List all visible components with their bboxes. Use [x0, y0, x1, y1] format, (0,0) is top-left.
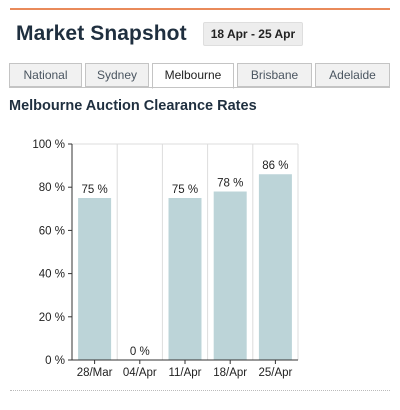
data-labels: 75 % 0 % 75 % 78 % 86 % — [81, 160, 288, 358]
chart-title: Melbourne Auction Clearance Rates — [9, 98, 257, 114]
tab-adelaide[interactable]: Adelaide — [315, 63, 390, 87]
tab-sydney[interactable]: Sydney — [85, 63, 149, 87]
chart-axes — [68, 143, 298, 364]
data-label: 78 % — [217, 178, 243, 190]
x-tick-label: 04/Apr — [123, 367, 157, 379]
bar-28/Mar — [78, 198, 112, 360]
city-tabs: National Sydney Melbourne Brisbane Adela… — [9, 63, 393, 89]
data-label: 75 % — [81, 184, 107, 196]
data-label: 75 % — [172, 184, 198, 196]
bar-18/Apr — [213, 191, 247, 360]
data-label: 86 % — [262, 160, 288, 172]
x-tick-label: 25/Apr — [258, 367, 292, 379]
data-label: 0 % — [130, 346, 150, 358]
x-tick-label: 18/Apr — [213, 367, 247, 379]
bar-25/Apr — [258, 174, 292, 360]
top-accent-rule — [10, 8, 390, 10]
date-range-badge: 18 Apr - 25 Apr — [202, 22, 304, 46]
bottom-rule — [10, 390, 390, 391]
y-tick-label: 20 % — [39, 312, 65, 324]
y-tick-label: 40 % — [39, 269, 65, 281]
bar-11/Apr — [168, 198, 202, 360]
x-tick-label: 28/Mar — [77, 367, 113, 379]
page-title: Market Snapshot — [16, 22, 187, 45]
header: Market Snapshot 18 Apr - 25 Apr — [16, 20, 304, 48]
y-tick-label: 100 % — [32, 139, 65, 151]
tab-brisbane[interactable]: Brisbane — [237, 63, 312, 87]
tab-national[interactable]: National — [9, 63, 82, 87]
tab-bar-rule — [9, 87, 390, 88]
y-tick-label: 0 % — [45, 355, 65, 367]
y-tick-label: 60 % — [39, 225, 65, 237]
chart-gridlines — [72, 143, 299, 360]
y-axis-ticks: 0 % 20 % 40 % 60 % 80 % 100 % — [32, 139, 65, 367]
chart-bars — [78, 174, 292, 360]
x-tick-label: 11/Apr — [168, 367, 201, 379]
y-tick-label: 80 % — [39, 182, 65, 194]
clearance-rate-chart: 0 % 20 % 40 % 60 % 80 % 100 % 28/Mar 04/Apr 11/… — [32, 139, 299, 379]
x-axis-ticks: 28/Mar 04/Apr 11/Apr 18/Apr 25/Apr — [77, 367, 293, 379]
tab-melbourne[interactable]: Melbourne — [152, 63, 234, 89]
